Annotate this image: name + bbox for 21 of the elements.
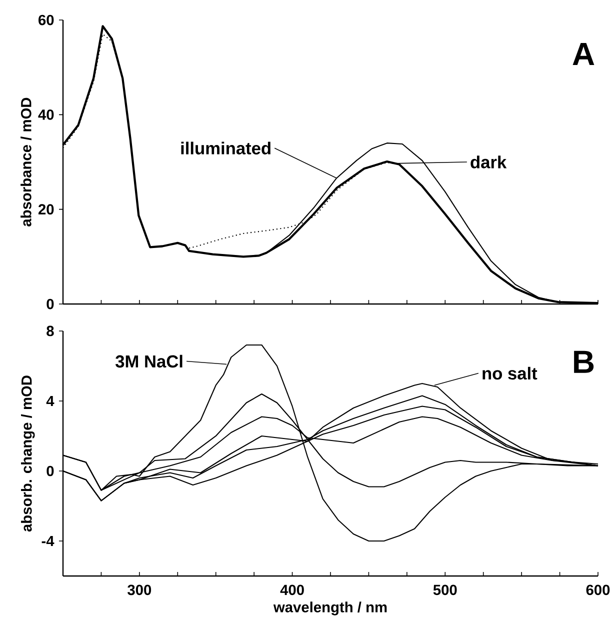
x-tick-label: 300 <box>128 584 152 596</box>
y-tick-label: 0 <box>46 466 54 476</box>
x-tick-label: 400 <box>280 584 304 596</box>
y-tick-label: 4 <box>46 396 54 406</box>
x-axis-title: wavelength / nm <box>274 602 387 616</box>
y-tick-label: 8 <box>46 326 54 336</box>
y-axis-title: absorb. change / mOD <box>21 376 35 532</box>
annotation: B <box>574 350 594 373</box>
y-tick-label: 0 <box>46 298 54 310</box>
annotation: no salt <box>482 366 538 380</box>
y-axis-title: absorbance / mOD <box>20 98 32 226</box>
y-tick-label: 20 <box>38 204 54 215</box>
x-tick-label: 500 <box>434 584 457 596</box>
annotation: 3M NaCl <box>116 354 182 368</box>
annotation: dark <box>470 156 507 168</box>
y-tick-label: -4 <box>42 536 54 546</box>
x-tick-label: 600 <box>586 584 610 596</box>
y-tick-label: 40 <box>38 109 54 120</box>
annotation: A <box>572 42 594 65</box>
y-tick-label: 60 <box>38 14 54 26</box>
annotation: illuminated <box>181 142 271 154</box>
